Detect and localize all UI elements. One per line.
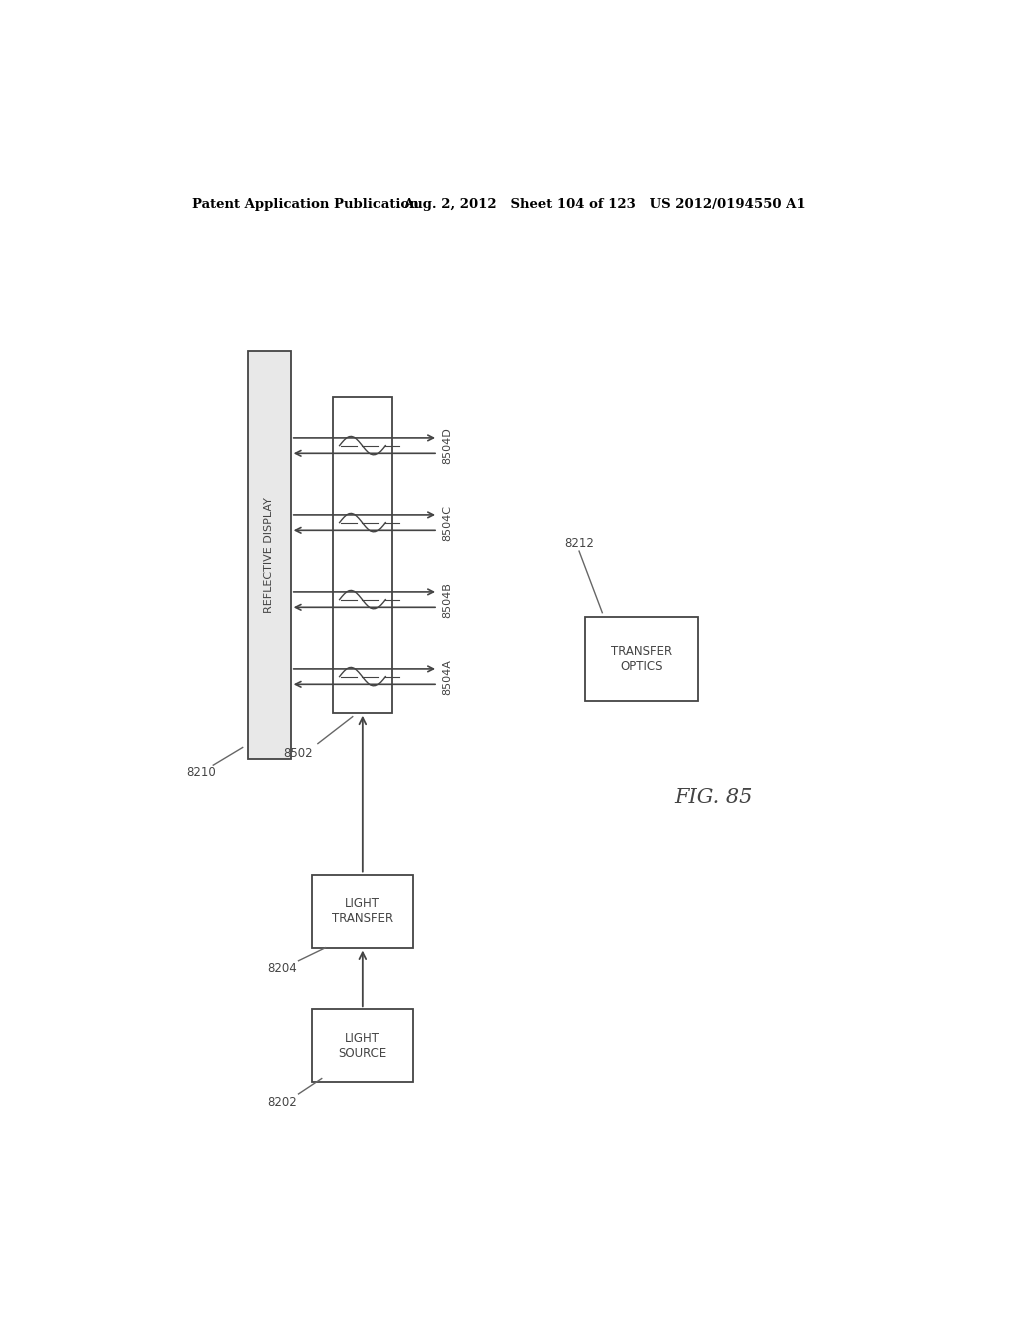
Bar bbox=[334, 397, 391, 713]
Text: LIGHT
SOURCE: LIGHT SOURCE bbox=[339, 1032, 387, 1060]
Text: 8504A: 8504A bbox=[442, 659, 452, 694]
Bar bbox=[312, 875, 414, 948]
Text: 8210: 8210 bbox=[186, 767, 216, 779]
Text: 8204: 8204 bbox=[267, 962, 297, 975]
Text: 8202: 8202 bbox=[267, 1096, 297, 1109]
Text: 8504B: 8504B bbox=[442, 582, 452, 618]
Text: 8502: 8502 bbox=[283, 747, 312, 760]
Text: 8212: 8212 bbox=[564, 537, 594, 550]
Text: FIG. 85: FIG. 85 bbox=[674, 788, 753, 807]
Bar bbox=[586, 616, 697, 701]
Text: 8504D: 8504D bbox=[442, 428, 452, 465]
Text: Aug. 2, 2012   Sheet 104 of 123   US 2012/0194550 A1: Aug. 2, 2012 Sheet 104 of 123 US 2012/01… bbox=[403, 198, 806, 211]
Text: LIGHT
TRANSFER: LIGHT TRANSFER bbox=[332, 898, 393, 925]
Bar bbox=[312, 1010, 414, 1082]
Text: TRANSFER
OPTICS: TRANSFER OPTICS bbox=[611, 645, 672, 673]
Text: REFLECTIVE DISPLAY: REFLECTIVE DISPLAY bbox=[264, 498, 274, 612]
Text: 8504C: 8504C bbox=[442, 504, 452, 541]
Text: Patent Application Publication: Patent Application Publication bbox=[191, 198, 418, 211]
Bar bbox=[248, 351, 291, 759]
